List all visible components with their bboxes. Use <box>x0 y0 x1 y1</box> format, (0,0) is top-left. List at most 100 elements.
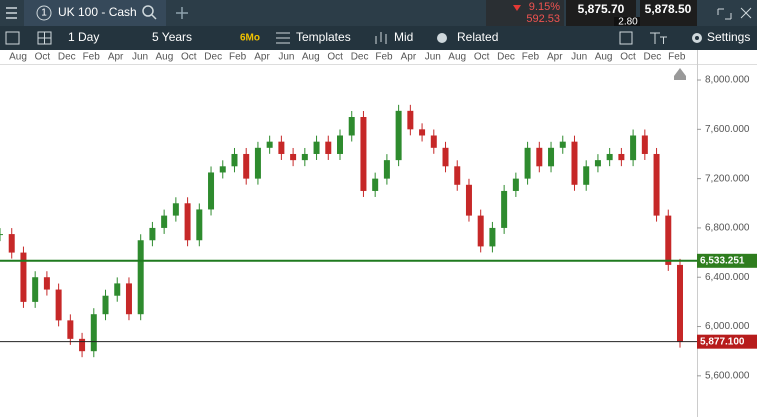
related[interactable]: Related <box>457 30 498 44</box>
x-tick-label: Oct <box>181 52 197 63</box>
candle <box>254 147 261 179</box>
y-tick-label: 6,400.000 <box>705 272 750 283</box>
tab[interactable] <box>24 0 166 26</box>
instrument[interactable]: UK 100 - Cash <box>58 5 137 19</box>
candle <box>137 240 144 315</box>
candle <box>301 153 308 161</box>
x-tick-label: Aug <box>448 52 466 63</box>
x-tick-label: Jun <box>425 52 441 63</box>
close-icon[interactable] <box>740 7 752 19</box>
spread-box <box>614 17 642 28</box>
x-tick-label: Aug <box>9 52 27 63</box>
candle <box>337 135 343 154</box>
candle <box>512 178 519 191</box>
related-icon[interactable] <box>437 33 447 43</box>
candle <box>360 116 367 191</box>
candle <box>32 277 39 302</box>
candle <box>524 147 531 179</box>
x-tick-label: Oct <box>327 52 343 63</box>
tab-number-ring <box>36 5 52 21</box>
candle <box>243 153 250 179</box>
layout-icon[interactable] <box>37 31 52 45</box>
candle <box>559 141 566 148</box>
candle <box>231 153 238 167</box>
panel-icon[interactable] <box>5 31 20 45</box>
x-tick-label: Feb <box>375 52 393 63</box>
templates[interactable]: Templates <box>296 30 351 44</box>
price-type-icon[interactable] <box>375 32 387 44</box>
y-tick-label: 8,000.000 <box>705 75 750 86</box>
x-tick-label: Oct <box>474 52 490 63</box>
add-tab[interactable] <box>176 7 188 19</box>
candle <box>618 153 625 161</box>
candle <box>102 295 109 315</box>
candle <box>208 172 215 210</box>
candle <box>20 252 27 302</box>
x-tick-label: Jun <box>278 52 294 63</box>
candle <box>383 160 390 179</box>
menu-icon[interactable] <box>6 7 17 19</box>
x-tick-label: Jun <box>571 52 587 63</box>
x-tick-label: Dec <box>204 52 222 63</box>
x-tick-label: Apr <box>401 52 417 63</box>
scroll-end-icon[interactable] <box>674 68 686 80</box>
search-icon[interactable] <box>142 5 157 20</box>
sell-price[interactable]: 5,875.70 <box>578 2 625 16</box>
x-tick-label: Oct <box>620 52 636 63</box>
x-tick-label: Feb <box>668 52 686 63</box>
settings[interactable]: Settings <box>707 30 750 44</box>
x-tick-label: Apr <box>108 52 124 63</box>
expand-icon[interactable] <box>717 8 732 20</box>
candle <box>114 283 121 296</box>
candle <box>290 153 297 161</box>
level-label: 5,877.100 <box>700 336 745 347</box>
y-tick-label: 5,600.000 <box>705 370 750 381</box>
spread: 2.80 <box>618 17 638 28</box>
buy-box[interactable] <box>640 0 697 26</box>
candle <box>430 135 437 148</box>
x-tick-label: Dec <box>497 52 515 63</box>
candle <box>641 135 648 154</box>
candle <box>325 141 332 154</box>
interval[interactable]: 1 Day <box>68 30 99 44</box>
settings-icon[interactable] <box>692 33 702 43</box>
candle <box>43 277 50 290</box>
y-tick-label: 7,200.000 <box>705 173 750 184</box>
x-tick-label: Dec <box>644 52 662 63</box>
buy-price[interactable]: 5,878.50 <box>645 2 692 16</box>
range-shortcut[interactable]: 6Mo <box>240 33 260 44</box>
candle <box>489 227 496 247</box>
candle <box>454 166 461 185</box>
price-type[interactable]: Mid <box>394 30 413 44</box>
text-size-icon[interactable] <box>650 32 667 44</box>
candle <box>313 141 320 154</box>
change-box <box>486 0 564 26</box>
candle <box>594 160 601 167</box>
candle <box>665 215 672 265</box>
candle <box>583 166 590 185</box>
plot: 8,000.000 7,600.000 7,200.000 6,800.000 6,40… <box>0 52 757 381</box>
candle <box>653 153 660 216</box>
candle <box>55 289 62 321</box>
x-tick-label: Aug <box>156 52 174 63</box>
level-label-box <box>697 253 757 268</box>
templates-icon[interactable] <box>276 32 290 44</box>
x-tick-label: Aug <box>595 52 613 63</box>
candle <box>8 234 15 253</box>
toolbar <box>0 26 757 50</box>
notes-icon[interactable] <box>619 31 633 45</box>
x-tick-label: Feb <box>522 52 540 63</box>
candle <box>196 209 203 241</box>
candle <box>125 283 132 315</box>
range[interactable]: 5 Years <box>152 30 192 44</box>
candle <box>172 203 179 216</box>
candle <box>184 203 191 241</box>
change-pct: 9.15% <box>529 1 560 13</box>
x-tick-label: Apr <box>547 52 563 63</box>
candle <box>501 190 508 228</box>
candle <box>465 184 472 216</box>
candle <box>348 116 355 136</box>
x-tick-label: Aug <box>302 52 320 63</box>
